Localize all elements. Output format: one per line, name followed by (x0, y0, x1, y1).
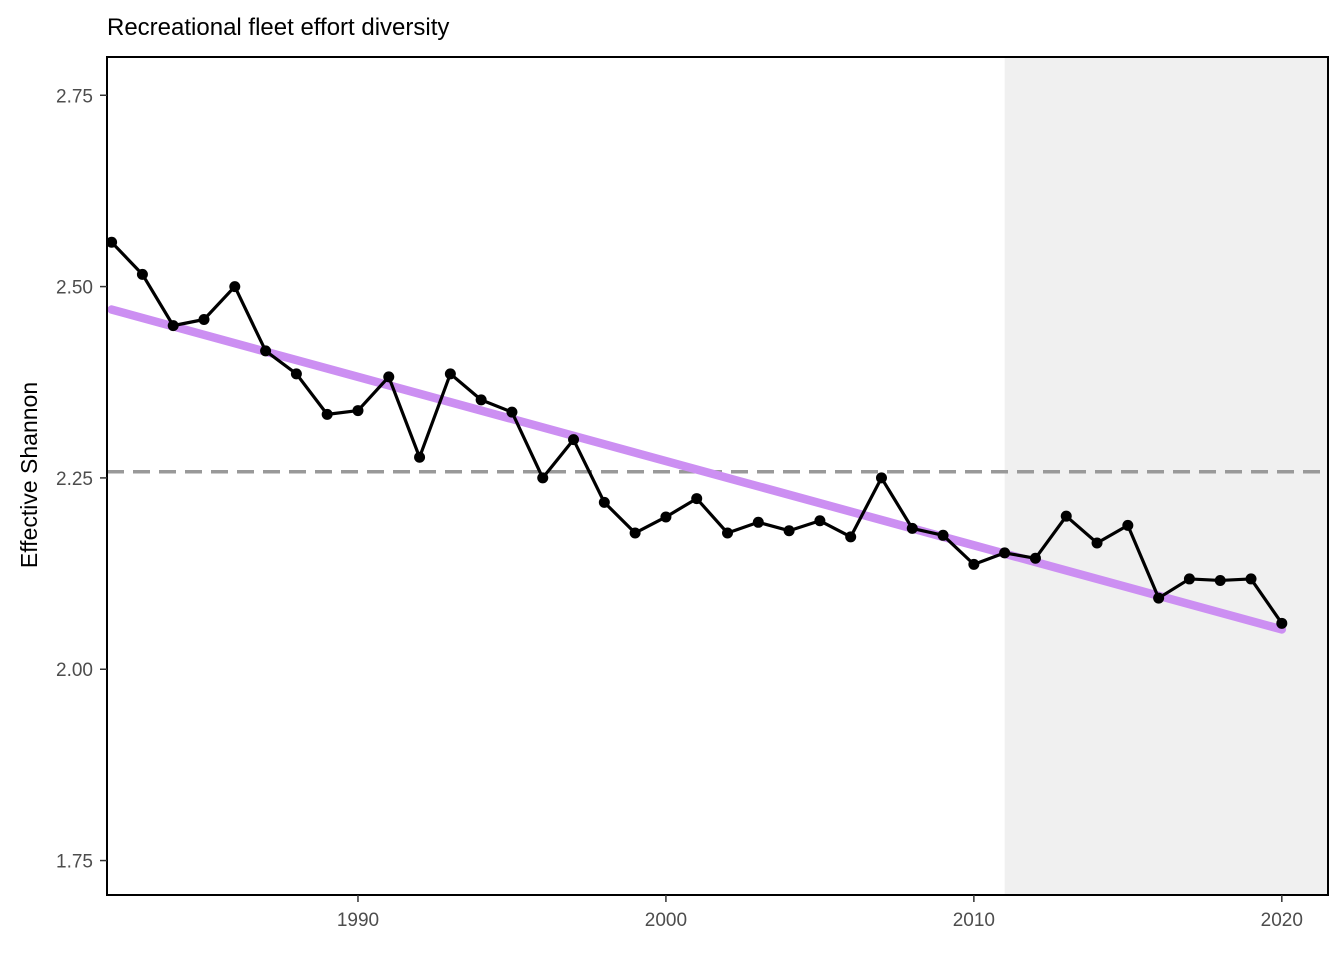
data-point (106, 236, 118, 248)
data-point (937, 529, 949, 541)
x-tick-label: 2020 (1261, 910, 1303, 931)
data-point (260, 345, 272, 357)
data-point (968, 558, 980, 570)
data-point (198, 313, 210, 325)
data-point (691, 493, 703, 505)
data-point (444, 368, 456, 380)
y-tick-label: 2.00 (56, 660, 93, 681)
x-tick-label: 2010 (953, 910, 995, 931)
data-point (352, 405, 364, 417)
data-point (1276, 617, 1288, 629)
data-point (999, 547, 1011, 559)
y-tick-label: 2.25 (56, 469, 93, 490)
x-tick-label: 1990 (337, 910, 379, 931)
data-point (383, 371, 395, 383)
data-point (629, 527, 641, 539)
data-point (1214, 574, 1226, 586)
plot-area: 1.75 2.00 2.25 2.50 2.75 1990 2000 2010 2020 (56, 56, 1329, 931)
data-point (1091, 537, 1103, 549)
data-point (1060, 510, 1072, 522)
data-point (136, 268, 148, 280)
data-point (783, 525, 795, 537)
data-point (290, 368, 302, 380)
data-point (1029, 552, 1041, 564)
data-point (660, 511, 672, 523)
data-point (506, 406, 518, 418)
y-tick-label: 2.75 (56, 86, 93, 107)
data-point (814, 515, 826, 527)
data-point (321, 408, 333, 420)
data-point (229, 281, 241, 293)
data-point (1122, 519, 1134, 531)
data-point (568, 434, 580, 446)
data-point (1245, 573, 1257, 585)
data-point (1153, 592, 1165, 604)
data-point (752, 516, 764, 528)
data-point (414, 451, 426, 463)
y-axis-label: Effective Shannon (16, 382, 42, 568)
chart-title: Recreational fleet effort diversity (107, 14, 449, 41)
data-point (906, 522, 918, 534)
data-point (537, 472, 549, 484)
data-point (475, 394, 487, 406)
data-point (598, 496, 610, 508)
data-point (875, 472, 887, 484)
x-tick-label: 2000 (645, 910, 687, 931)
data-point (167, 320, 179, 332)
shaded-region (1004, 57, 1328, 895)
data-point (1183, 573, 1195, 585)
y-tick-label: 2.50 (56, 278, 93, 299)
data-point (722, 527, 734, 539)
y-tick-label: 1.75 (56, 852, 93, 873)
panel-border (106, 56, 1329, 896)
data-point (845, 531, 857, 543)
trend-line (107, 305, 1287, 634)
